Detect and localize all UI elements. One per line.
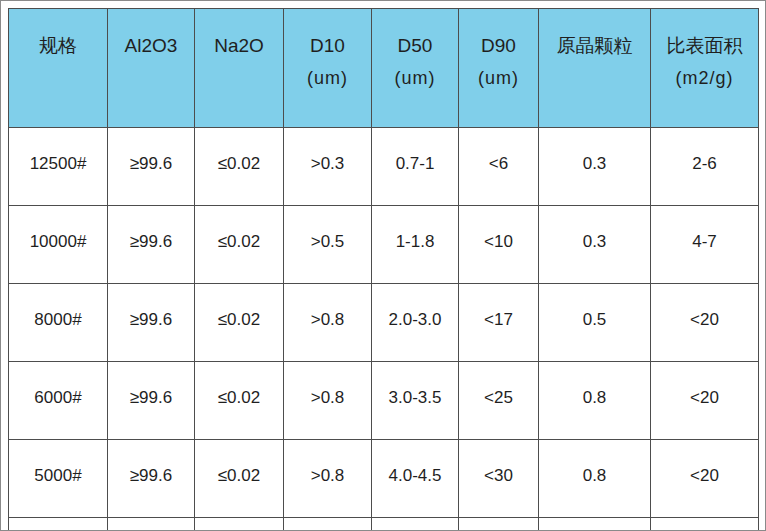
col-header-crystal-size: 原晶颗粒	[539, 9, 651, 128]
cell-spec: 10000#	[9, 206, 108, 284]
cell-na2o: ≤0.02	[195, 206, 284, 284]
col-header-unit: (m2/g)	[652, 62, 757, 94]
cell-d50: 2.0-3.0	[372, 284, 459, 362]
page-frame: 规格 Al2O3 Na2O D10 (um) D50 (um)	[0, 0, 766, 531]
cell-d50: 4.0-4.5	[372, 440, 459, 518]
cell-d90: <17	[459, 284, 539, 362]
col-header-al2o3: Al2O3	[108, 9, 195, 128]
cell-d50: 1-1.8	[372, 206, 459, 284]
table-body: 12500# ≥99.6 ≤0.02 >0.3 0.7-1 <6 0.3 2-6…	[9, 128, 759, 531]
table-header: 规格 Al2O3 Na2O D10 (um) D50 (um)	[9, 9, 759, 128]
col-header-na2o: Na2O	[195, 9, 284, 128]
cell-spec: 4000#	[9, 518, 108, 531]
col-header-label: Na2O	[196, 30, 282, 62]
col-header-d90: D90 (um)	[459, 9, 539, 128]
cell-na2o: ≤0.02	[195, 362, 284, 440]
cell-d50: 0.7-1	[372, 128, 459, 206]
col-header-unit: (um)	[460, 62, 537, 94]
cell-crystal-size: 0.5	[539, 284, 651, 362]
cell-surface-area: 4-7	[651, 206, 759, 284]
cell-d10: >0.8	[284, 440, 372, 518]
cell-na2o: ≤0.02	[195, 440, 284, 518]
cell-al2o3: ≥99.6	[108, 440, 195, 518]
cell-d10: >0.8	[284, 518, 372, 531]
cell-surface-area: 2-6	[651, 128, 759, 206]
cell-d10: >0.8	[284, 284, 372, 362]
cell-d90: <35	[459, 518, 539, 531]
cell-d50: 5.0-6.0	[372, 518, 459, 531]
table-row: 12500# ≥99.6 ≤0.02 >0.3 0.7-1 <6 0.3 2-6	[9, 128, 759, 206]
cell-surface-area: <20	[651, 440, 759, 518]
cell-d10: >0.5	[284, 206, 372, 284]
col-header-spec: 规格	[9, 9, 108, 128]
cell-d90: <10	[459, 206, 539, 284]
cell-al2o3: ≥99.6	[108, 206, 195, 284]
cell-spec: 6000#	[9, 362, 108, 440]
col-header-label: 比表面积	[652, 30, 757, 62]
col-header-d50: D50 (um)	[372, 9, 459, 128]
cell-d90: <25	[459, 362, 539, 440]
cell-crystal-size: 0.8	[539, 440, 651, 518]
table-row: 4000# ≥99.6 ≤0.02 >0.8 5.0-6.0 <35 1.0-1…	[9, 518, 759, 531]
col-header-label: 原晶颗粒	[540, 30, 649, 62]
cell-crystal-size: 0.3	[539, 128, 651, 206]
col-header-label: 规格	[10, 30, 106, 62]
table-row: 5000# ≥99.6 ≤0.02 >0.8 4.0-4.5 <30 0.8 <…	[9, 440, 759, 518]
cell-surface-area: <30	[651, 518, 759, 531]
cell-crystal-size: 0.8	[539, 362, 651, 440]
cell-d90: <30	[459, 440, 539, 518]
cell-d50: 3.0-3.5	[372, 362, 459, 440]
cell-spec: 8000#	[9, 284, 108, 362]
cell-spec: 12500#	[9, 128, 108, 206]
cell-al2o3: ≥99.6	[108, 518, 195, 531]
spec-table: 规格 Al2O3 Na2O D10 (um) D50 (um)	[8, 8, 759, 531]
col-header-d10: D10 (um)	[284, 9, 372, 128]
header-row: 规格 Al2O3 Na2O D10 (um) D50 (um)	[9, 9, 759, 128]
table-row: 6000# ≥99.6 ≤0.02 >0.8 3.0-3.5 <25 0.8 <…	[9, 362, 759, 440]
col-header-unit: (um)	[285, 62, 370, 94]
cell-al2o3: ≥99.6	[108, 128, 195, 206]
cell-al2o3: ≥99.6	[108, 284, 195, 362]
col-header-label: Al2O3	[109, 30, 193, 62]
cell-na2o: ≤0.02	[195, 518, 284, 531]
cell-surface-area: <20	[651, 284, 759, 362]
table-row: 8000# ≥99.6 ≤0.02 >0.8 2.0-3.0 <17 0.5 <…	[9, 284, 759, 362]
cell-d90: <6	[459, 128, 539, 206]
cell-spec: 5000#	[9, 440, 108, 518]
col-header-label: D90	[460, 30, 537, 62]
cell-na2o: ≤0.02	[195, 284, 284, 362]
cell-surface-area: <20	[651, 362, 759, 440]
col-header-unit: (um)	[373, 62, 457, 94]
col-header-surface-area: 比表面积 (m2/g)	[651, 9, 759, 128]
cell-na2o: ≤0.02	[195, 128, 284, 206]
cell-d10: >0.8	[284, 362, 372, 440]
col-header-label: D50	[373, 30, 457, 62]
col-header-label: D10	[285, 30, 370, 62]
cell-d10: >0.3	[284, 128, 372, 206]
cell-crystal-size: 0.3	[539, 206, 651, 284]
cell-crystal-size: 1.0-1.2	[539, 518, 651, 531]
table-row: 10000# ≥99.6 ≤0.02 >0.5 1-1.8 <10 0.3 4-…	[9, 206, 759, 284]
cell-al2o3: ≥99.6	[108, 362, 195, 440]
